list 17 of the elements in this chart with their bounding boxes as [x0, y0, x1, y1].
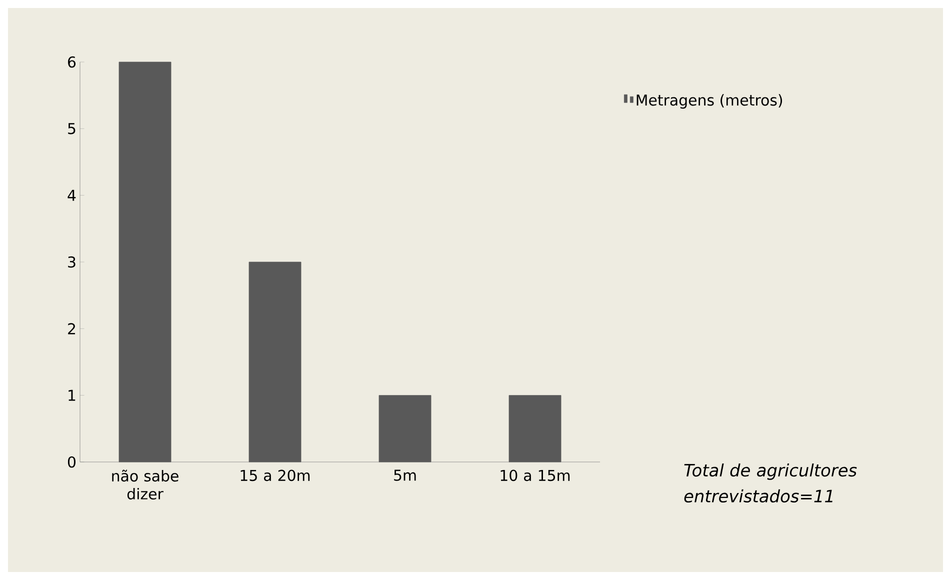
x-tick-label: 5m: [394, 470, 416, 481]
text: Total de agricultores entrevistados=11: [684, 463, 857, 503]
y-tick-label: 2: [68, 323, 75, 334]
y-tick-label: 4: [68, 190, 76, 201]
y-tick-label: 6: [68, 56, 76, 68]
bar: [378, 395, 432, 462]
bar: [508, 395, 562, 462]
y-tick-label: 3: [68, 256, 76, 268]
bar: [118, 62, 172, 462]
y-tick-label: 1: [68, 390, 76, 401]
y-tick-label: 5: [68, 123, 76, 134]
x-tick-label: 15 a 20m: [240, 470, 310, 482]
y-tick-label: 0: [68, 456, 76, 468]
x-tick-label: não sabe dizer: [112, 470, 178, 500]
bar: [248, 262, 302, 462]
x-tick-label: 10 a 15m: [500, 470, 570, 482]
legend-label: Metragens (metros): [636, 94, 782, 109]
